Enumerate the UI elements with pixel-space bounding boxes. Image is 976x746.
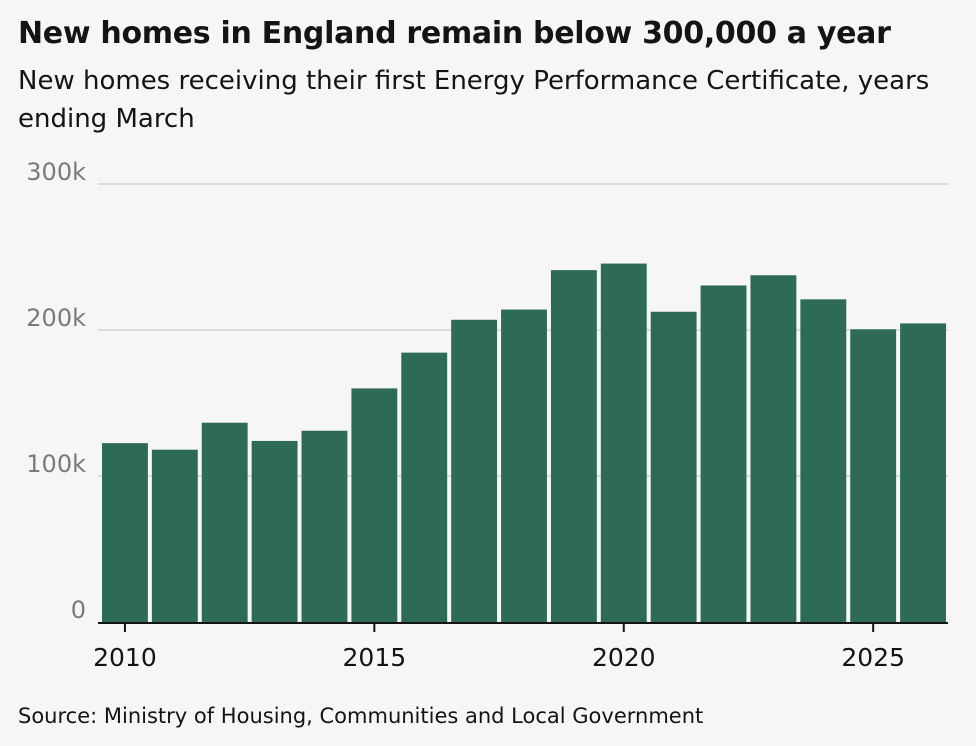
bar-chart: 0 100k 200k 300k 2010 2015 2020 2025 [26,158,948,672]
y-tick-label: 0 [71,596,86,624]
x-tick-label: 2025 [841,643,905,672]
bar [600,263,647,622]
bar [501,309,547,622]
bar [750,275,797,622]
bar [800,299,847,622]
y-tick-label: 200k [26,304,86,332]
y-axis-tick-labels: 0 100k 200k 300k [26,158,86,624]
bar [700,285,747,622]
x-tick-label: 2010 [93,643,157,672]
y-tick-label: 300k [26,158,86,186]
bars [102,263,946,622]
bar [650,311,697,622]
x-axis-tick-labels: 2010 2015 2020 2025 [93,643,905,672]
bar [401,352,448,622]
bar [201,422,248,622]
x-axis [98,622,948,632]
bar [251,440,298,622]
x-tick-label: 2020 [592,643,656,672]
source-note: Source: Ministry of Housing, Communities… [18,704,704,728]
bar [451,319,498,622]
bar [102,443,148,622]
x-tick-label: 2015 [343,643,407,672]
bar [301,430,348,622]
chart-title: New homes in England remain below 300,00… [18,16,891,51]
y-tick-label: 100k [26,450,86,478]
bar [850,329,897,622]
bar [900,323,946,622]
bar [351,388,398,622]
chart-subtitle: New homes receiving their first Energy P… [18,66,930,134]
bar [550,270,597,622]
bar [151,449,198,622]
